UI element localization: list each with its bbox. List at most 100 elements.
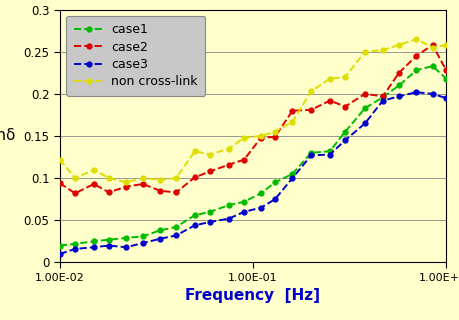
case3: [272, 197, 277, 201]
case1: [326, 149, 332, 153]
case3: [192, 223, 197, 227]
case2: [157, 189, 162, 193]
case2: [326, 99, 332, 102]
case3: [379, 99, 385, 102]
non cross-link: [413, 37, 418, 41]
Line: case2: case2: [57, 43, 448, 196]
case1: [106, 238, 112, 242]
case3: [429, 92, 434, 96]
case1: [429, 64, 434, 68]
case1: [289, 172, 295, 176]
case3: [341, 138, 347, 142]
case3: [57, 252, 62, 256]
non cross-link: [362, 50, 367, 54]
non cross-link: [272, 130, 277, 134]
X-axis label: Frequency  [Hz]: Frequency [Hz]: [185, 288, 320, 303]
non cross-link: [192, 149, 197, 153]
non cross-link: [91, 168, 96, 172]
non cross-link: [241, 136, 246, 140]
case3: [226, 217, 231, 220]
non cross-link: [326, 77, 332, 81]
case2: [289, 109, 295, 113]
case2: [429, 43, 434, 47]
case3: [207, 220, 213, 224]
non cross-link: [429, 45, 434, 49]
non cross-link: [72, 176, 78, 180]
non cross-link: [308, 89, 313, 93]
case1: [72, 242, 78, 246]
case1: [207, 210, 213, 214]
case2: [207, 170, 213, 173]
case2: [308, 108, 313, 112]
case2: [341, 105, 347, 108]
case2: [72, 191, 78, 195]
case2: [57, 181, 62, 185]
case1: [362, 106, 367, 110]
case1: [341, 130, 347, 134]
case2: [257, 136, 263, 140]
non cross-link: [395, 43, 401, 47]
case2: [442, 68, 448, 72]
case1: [395, 84, 401, 87]
case3: [241, 210, 246, 214]
Line: non cross-link: non cross-link: [57, 37, 448, 185]
non cross-link: [106, 176, 112, 180]
case3: [140, 241, 146, 245]
case1: [308, 151, 313, 155]
non cross-link: [173, 176, 179, 180]
Line: case3: case3: [57, 90, 448, 256]
case3: [362, 121, 367, 125]
case3: [106, 244, 112, 247]
non cross-link: [140, 176, 146, 180]
case1: [173, 225, 179, 229]
case3: [442, 96, 448, 100]
non cross-link: [57, 158, 62, 162]
case2: [173, 190, 179, 194]
case3: [123, 245, 129, 249]
case2: [91, 182, 96, 186]
case3: [91, 245, 96, 249]
non cross-link: [379, 48, 385, 52]
case2: [106, 190, 112, 194]
case1: [257, 191, 263, 195]
case1: [241, 200, 246, 204]
case2: [123, 185, 129, 188]
case1: [140, 234, 146, 238]
case1: [272, 180, 277, 184]
case3: [395, 94, 401, 98]
case3: [173, 234, 179, 237]
case1: [413, 68, 418, 72]
case2: [395, 71, 401, 75]
non cross-link: [226, 147, 231, 150]
case2: [362, 92, 367, 96]
case3: [413, 90, 418, 94]
case3: [289, 176, 295, 180]
non cross-link: [123, 180, 129, 184]
non cross-link: [341, 75, 347, 79]
case1: [226, 203, 231, 207]
non cross-link: [257, 134, 263, 138]
case2: [192, 175, 197, 179]
case2: [379, 94, 385, 98]
non cross-link: [157, 178, 162, 182]
case1: [192, 213, 197, 217]
Y-axis label: tanδ: tanδ: [0, 129, 16, 143]
Legend: case1, case2, case3, non cross-link: case1, case2, case3, non cross-link: [66, 16, 205, 96]
case2: [241, 158, 246, 162]
case2: [272, 135, 277, 139]
case3: [257, 206, 263, 210]
case1: [379, 95, 385, 99]
case1: [157, 228, 162, 232]
case1: [57, 244, 62, 247]
case3: [326, 153, 332, 156]
case3: [308, 154, 313, 157]
case3: [72, 247, 78, 251]
case1: [123, 236, 129, 240]
non cross-link: [207, 153, 213, 156]
Line: case1: case1: [57, 64, 448, 248]
case2: [413, 54, 418, 58]
case2: [226, 163, 231, 167]
case2: [140, 182, 146, 186]
non cross-link: [289, 120, 295, 124]
case3: [157, 237, 162, 241]
